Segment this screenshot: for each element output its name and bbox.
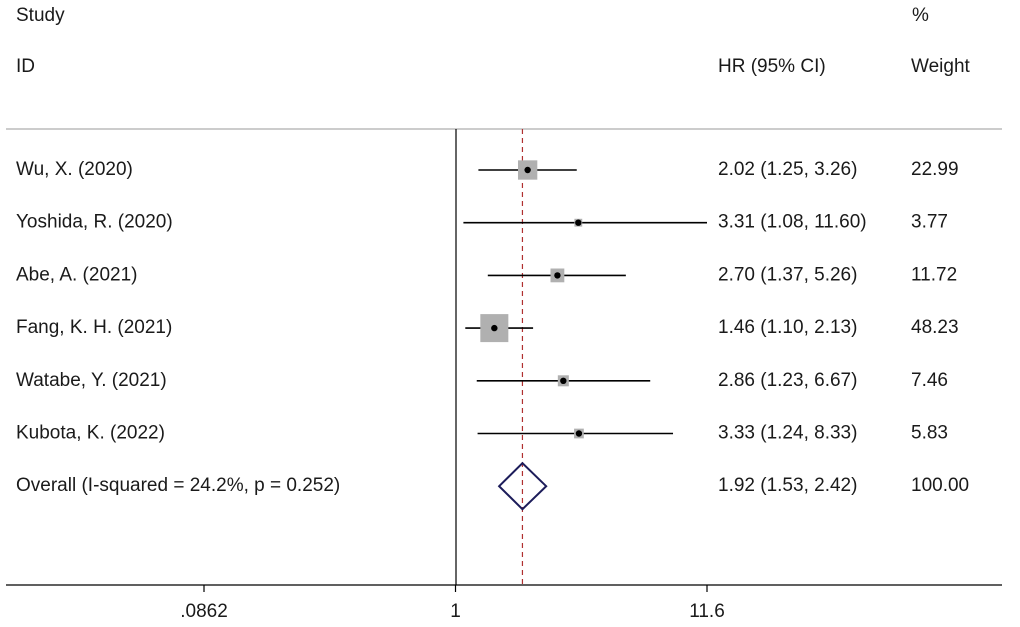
overall-weight-value: 100.00 xyxy=(911,475,969,496)
overall-label: Overall (I-squared = 24.2%, p = 0.252) xyxy=(16,475,340,496)
study-label: Fang, K. H. (2021) xyxy=(16,317,172,338)
x-axis-ticks xyxy=(203,585,708,592)
study-label: Kubota, K. (2022) xyxy=(16,423,165,444)
hr-ci-value: 3.33 (1.24, 8.33) xyxy=(718,423,857,444)
study-row: Watabe, Y. (2021) 2.86 (1.23, 6.67) 7.46 xyxy=(16,370,948,391)
column-study-label: Study xyxy=(16,5,65,26)
weight-value: 7.46 xyxy=(911,370,948,391)
study-row: Abe, A. (2021) 2.70 (1.37, 5.26) 11.72 xyxy=(16,264,957,285)
point-estimate xyxy=(575,219,582,226)
weight-value: 22.99 xyxy=(911,159,959,180)
weight-value: 5.83 xyxy=(911,423,948,444)
x-tick-label: .0862 xyxy=(180,601,228,622)
weight-value: 3.77 xyxy=(911,212,948,233)
hr-ci-value: 3.31 (1.08, 11.60) xyxy=(718,212,867,233)
overall-hr-ci-value: 1.92 (1.53, 2.42) xyxy=(718,475,857,496)
weight-value: 11.72 xyxy=(911,264,957,285)
x-axis-tick-labels: .0862 1 11.6 xyxy=(180,601,725,622)
hr-ci-value: 1.46 (1.10, 2.13) xyxy=(718,317,857,338)
point-estimate xyxy=(554,272,561,279)
study-label: Wu, X. (2020) xyxy=(16,159,133,180)
study-row: Fang, K. H. (2021) 1.46 (1.10, 2.13) 48.23 xyxy=(16,314,959,343)
column-estimate-label: HR (95% CI) xyxy=(718,56,826,77)
overall-row: Overall (I-squared = 24.2%, p = 0.252) 1.… xyxy=(16,461,969,511)
column-weight-percent-label: % xyxy=(912,5,929,26)
study-label: Watabe, Y. (2021) xyxy=(16,370,167,391)
study-label: Abe, A. (2021) xyxy=(16,264,137,285)
overall-diamond xyxy=(497,461,548,511)
weight-value: 48.23 xyxy=(911,317,959,338)
study-row: Wu, X. (2020) 2.02 (1.25, 3.26) 22.99 xyxy=(16,159,959,180)
study-label: Yoshida, R. (2020) xyxy=(16,212,173,233)
column-weight-label: Weight xyxy=(911,56,970,77)
column-id-label: ID xyxy=(16,56,35,77)
hr-ci-value: 2.70 (1.37, 5.26) xyxy=(718,264,857,285)
point-estimate xyxy=(491,324,498,332)
study-row: Yoshida, R. (2020) 3.31 (1.08, 11.60) 3.77 xyxy=(16,212,948,233)
hr-ci-value: 2.86 (1.23, 6.67) xyxy=(718,370,857,391)
point-estimate xyxy=(524,166,531,174)
study-row: Kubota, K. (2022) 3.33 (1.24, 8.33) 5.83 xyxy=(16,423,948,444)
x-tick-label: 1 xyxy=(450,601,461,622)
study-rows: Wu, X. (2020) 2.02 (1.25, 3.26) 22.99 Yoshi… xyxy=(16,159,959,444)
x-tick-label: 11.6 xyxy=(689,601,725,622)
point-estimate xyxy=(575,430,583,437)
point-estimate xyxy=(560,377,567,384)
hr-ci-value: 2.02 (1.25, 3.26) xyxy=(718,159,857,180)
